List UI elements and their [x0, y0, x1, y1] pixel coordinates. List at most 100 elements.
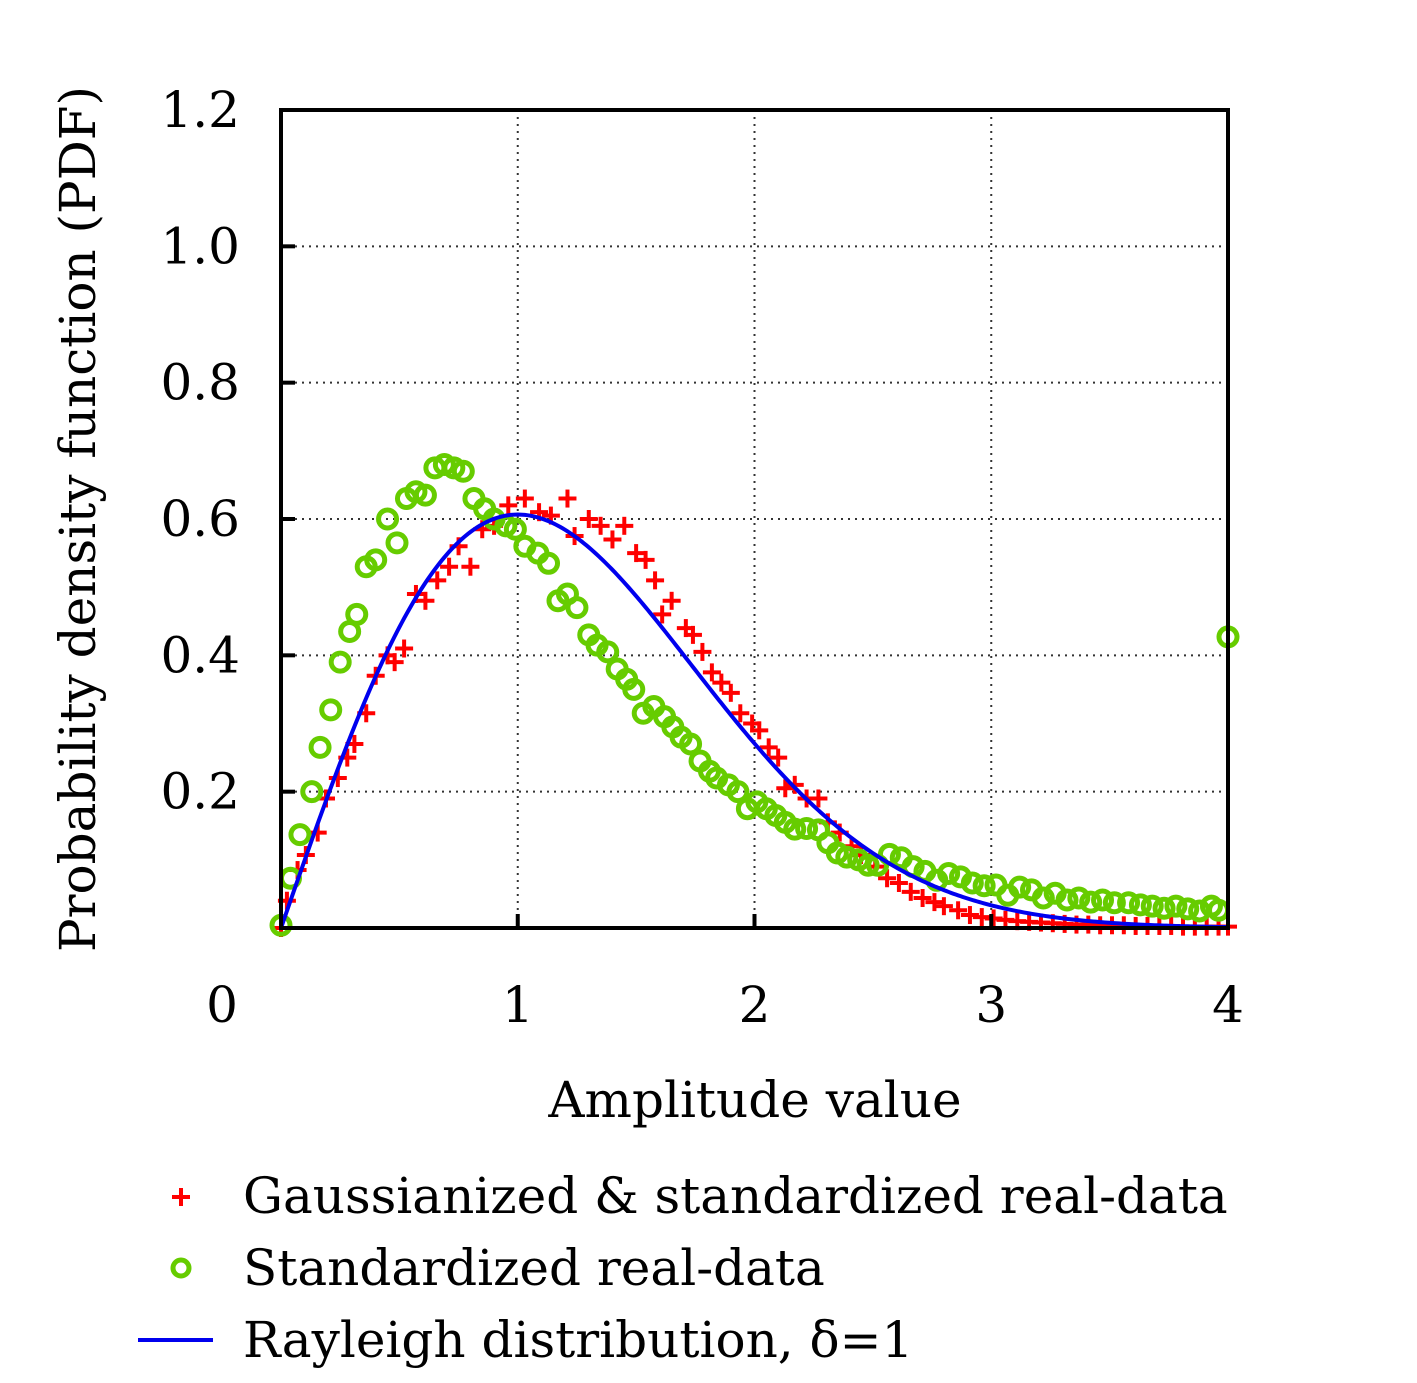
plus-marker — [776, 779, 795, 798]
circle-marker — [288, 823, 312, 847]
y-tick-label: 1.0 — [160, 217, 240, 275]
legend-item-standardized: Standardized real-data — [170, 1239, 825, 1297]
legend-label-standardized: Standardized real-data — [243, 1239, 825, 1297]
plus-marker — [809, 789, 828, 808]
circle-marker — [622, 677, 646, 701]
plus-marker — [721, 683, 740, 702]
circle-marker — [1128, 893, 1152, 917]
plus-marker — [901, 882, 920, 901]
plus-marker — [615, 516, 634, 535]
circle-marker — [503, 517, 527, 541]
x-tick-label: 4 — [1212, 976, 1244, 1034]
legend: Gaussianized & standardized real-data St… — [138, 1167, 1228, 1369]
y-tick-label: 0.8 — [160, 354, 240, 412]
plus-marker — [461, 557, 480, 576]
circle-marker — [1152, 896, 1176, 920]
plus-marker — [934, 897, 953, 916]
plus-marker — [913, 889, 932, 908]
rayleigh-curve — [279, 512, 1229, 930]
plus-marker — [499, 496, 518, 515]
legend-plus-marker — [172, 1188, 190, 1206]
plus-marker — [579, 510, 598, 528]
circle-marker — [1067, 886, 1091, 910]
y-tick-label: 0.4 — [160, 626, 240, 684]
plus-marker — [440, 557, 459, 576]
circle-marker — [960, 871, 984, 895]
plus-marker — [416, 591, 435, 610]
plus-marker — [960, 906, 979, 925]
plus-marker — [693, 642, 712, 661]
circle-marker — [835, 845, 859, 869]
circle-marker — [1008, 875, 1032, 899]
plus-marker — [558, 489, 577, 508]
x-tick-label: 1 — [502, 976, 534, 1034]
circle-marker — [345, 602, 369, 626]
plus-marker — [712, 673, 731, 692]
plus-marker — [653, 605, 672, 624]
circle-marker — [856, 853, 880, 877]
circle-marker — [319, 698, 343, 722]
circle-marker — [308, 735, 332, 759]
circle-marker — [413, 483, 437, 507]
plus-marker — [702, 663, 721, 682]
legend-circle-marker — [170, 1257, 192, 1279]
circle-marker — [679, 732, 703, 756]
circle-marker — [537, 551, 561, 575]
plus-marker — [662, 591, 681, 610]
tick-labels: 0 1 2 3 4 0.2 0.4 0.6 0.8 1.0 1.2 — [160, 81, 1243, 1034]
circle-marker — [937, 861, 961, 885]
circle-marker — [565, 596, 589, 620]
circle-marker — [385, 531, 409, 555]
circle-marker — [376, 507, 400, 531]
y-tick-label: 0.2 — [160, 763, 240, 821]
circle-marker — [1164, 894, 1188, 918]
plus-marker — [759, 738, 778, 757]
circle-marker — [451, 459, 475, 483]
circle-marker — [1091, 888, 1115, 912]
plus-marker — [889, 874, 908, 893]
circle-marker — [1031, 886, 1055, 910]
plus-marker — [750, 721, 769, 740]
x-tick-label: 0 — [206, 976, 238, 1034]
x-axis-title: Amplitude value — [547, 1071, 961, 1129]
circle-marker — [783, 817, 807, 841]
plus-marker — [385, 653, 404, 672]
plus-marker — [636, 550, 655, 569]
circle-marker — [726, 780, 750, 804]
circle-marker — [596, 640, 620, 664]
ticks — [281, 244, 994, 928]
circle-marker — [1117, 891, 1141, 915]
y-tick-label: 1.2 — [160, 81, 240, 139]
legend-item-rayleigh: Rayleigh distribution, δ=1 — [138, 1311, 913, 1369]
plus-marker — [731, 704, 750, 723]
circle-marker — [795, 816, 819, 840]
circle-marker — [1055, 888, 1079, 912]
plus-marker — [428, 571, 447, 590]
y-tick-label: 0.6 — [160, 490, 240, 548]
plus-marker — [603, 530, 622, 549]
plus-marker — [627, 544, 646, 563]
circle-marker — [972, 874, 996, 898]
legend-item-gaussianized: Gaussianized & standardized real-data — [172, 1167, 1228, 1225]
circle-marker — [1176, 897, 1200, 921]
plus-marker — [395, 639, 414, 658]
y-axis-title: Probability density function (PDF) — [49, 86, 107, 952]
plus-marker — [591, 516, 610, 535]
circle-marker — [1140, 894, 1164, 918]
circle-marker — [328, 650, 352, 674]
plus-marker — [769, 748, 788, 767]
plus-marker — [683, 625, 702, 644]
circle-marker — [1102, 891, 1126, 915]
plus-marker — [878, 869, 897, 888]
legend-label-rayleigh: Rayleigh distribution, δ=1 — [243, 1311, 913, 1369]
circle-marker — [300, 780, 324, 804]
series-layer — [269, 452, 1240, 937]
plus-marker — [646, 571, 665, 590]
circle-marker — [1079, 890, 1103, 914]
x-tick-label: 2 — [739, 976, 771, 1034]
legend-label-gaussianized: Gaussianized & standardized real-data — [243, 1167, 1228, 1225]
circle-marker — [364, 548, 388, 572]
plus-marker — [515, 489, 534, 508]
plus-marker — [925, 893, 944, 912]
